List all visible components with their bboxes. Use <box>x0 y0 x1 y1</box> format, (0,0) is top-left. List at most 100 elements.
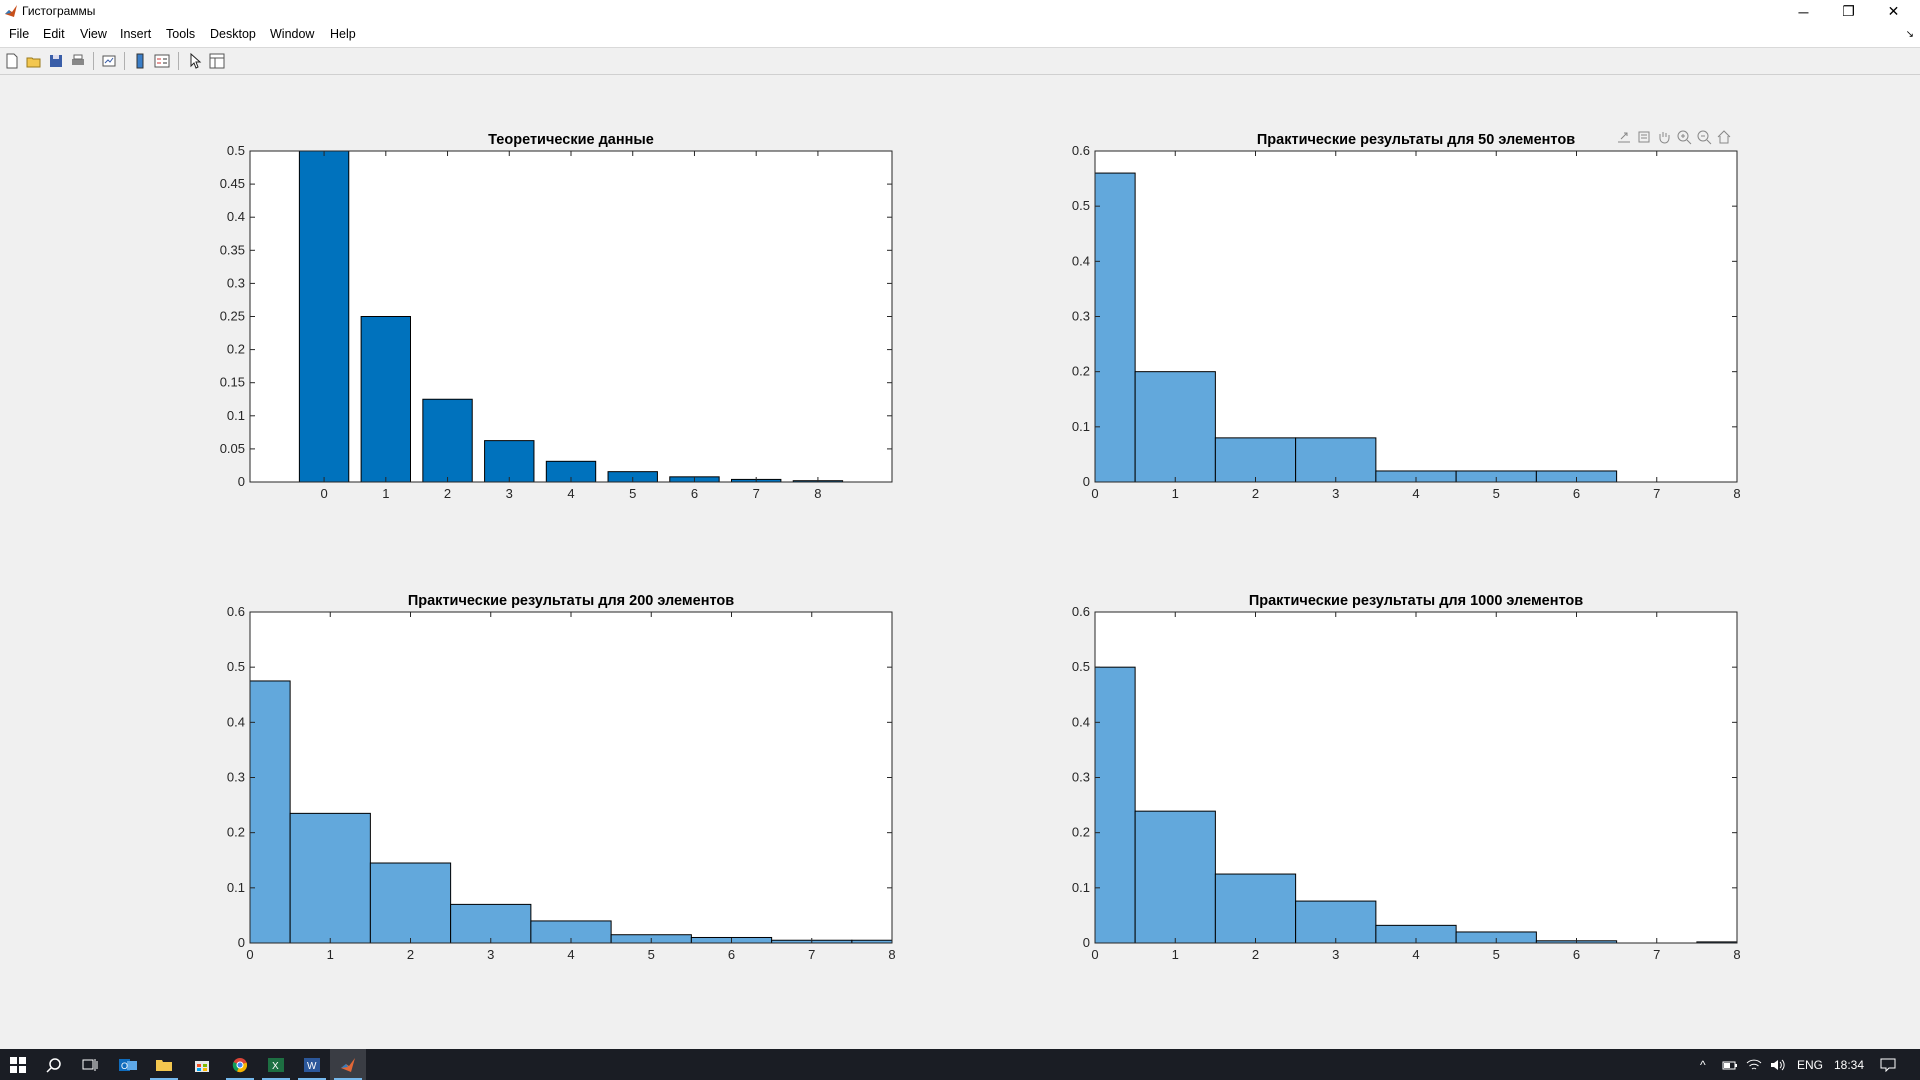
print-icon[interactable] <box>69 52 87 70</box>
zoom-in-icon[interactable] <box>1675 128 1693 146</box>
chart1-bar <box>360 316 412 483</box>
chart3-xtick-label: 2 <box>407 947 414 962</box>
chart3-xtick-label: 8 <box>888 947 895 962</box>
insert-colorbar-icon[interactable] <box>131 52 149 70</box>
chart1-xtick-label: 3 <box>506 486 513 501</box>
tray-notifications[interactable] <box>1880 1049 1896 1080</box>
title-bar: Гистограммы ─ ❐ ✕ <box>0 0 1920 23</box>
chart3-ytick-label: 0.5 <box>227 659 245 674</box>
svg-text:X: X <box>272 1061 279 1072</box>
chart1-xtick-label: 6 <box>691 486 698 501</box>
taskbar-app-matlab[interactable] <box>330 1049 366 1080</box>
search-icon <box>46 1057 61 1073</box>
chart1-xtick-label: 1 <box>382 486 389 501</box>
chart1-ytick-label: 0.5 <box>227 143 245 158</box>
chart1-plot-area <box>250 151 892 482</box>
chart3-xtick-label: 6 <box>728 947 735 962</box>
chart4-histogram-bar <box>1214 873 1297 944</box>
task-view-button[interactable] <box>72 1049 108 1080</box>
chart2-ytick-label: 0.4 <box>1072 253 1090 268</box>
taskbar-app-store[interactable] <box>184 1049 220 1080</box>
windows-taskbar: O X W ^ ENG 18:34 <box>0 1049 1920 1080</box>
store-icon <box>195 1060 209 1072</box>
chart2-xtick-label: 6 <box>1573 486 1580 501</box>
tray-battery[interactable] <box>1722 1049 1738 1080</box>
chart4-ytick-label: 0.5 <box>1072 659 1090 674</box>
start-button[interactable] <box>0 1049 36 1080</box>
dock-arrow-icon[interactable]: ↘ <box>1905 29 1914 40</box>
wifi-icon <box>1746 1059 1762 1069</box>
save-icon[interactable] <box>47 52 65 70</box>
chart3-histogram-bar <box>249 680 291 944</box>
tray-language[interactable]: ENG <box>1797 1057 1824 1072</box>
menu-file[interactable]: File <box>9 27 30 41</box>
running-indicator <box>334 1078 362 1080</box>
taskbar-app-outlook[interactable]: O <box>110 1049 146 1080</box>
menu-insert[interactable]: Insert <box>120 27 152 41</box>
chart4-xtick-label: 1 <box>1172 947 1179 962</box>
link-plot-icon[interactable] <box>100 52 118 70</box>
chart1-ytick-label: 0.05 <box>220 441 245 456</box>
running-indicator <box>262 1078 290 1080</box>
chart1-xtick-label: 4 <box>567 486 574 501</box>
taskbar-app-excel[interactable]: X <box>258 1049 294 1080</box>
tray-chevron[interactable]: ^ <box>1700 1049 1706 1080</box>
tray-clock[interactable]: 18:34 <box>1834 1057 1865 1072</box>
chart2-ytick-label: 0.3 <box>1072 309 1090 324</box>
open-file-icon[interactable] <box>25 52 43 70</box>
excel-icon: X <box>268 1057 284 1072</box>
chart2-histogram-bar <box>1134 371 1216 483</box>
chart4-xtick-label: 3 <box>1332 947 1339 962</box>
taskbar-app-chrome[interactable] <box>222 1049 258 1080</box>
chart4-ytick-label: 0 <box>1083 935 1090 950</box>
chart4-ytick-label: 0.4 <box>1072 714 1090 729</box>
tray-wifi[interactable] <box>1746 1049 1762 1080</box>
insert-legend-icon[interactable] <box>153 52 171 70</box>
taskbar-app-word[interactable]: W <box>294 1049 330 1080</box>
menu-window[interactable]: Window <box>270 27 315 41</box>
restore-button[interactable]: ❐ <box>1826 0 1871 23</box>
chart3-ytick-label: 0.4 <box>227 714 245 729</box>
chrome-icon <box>232 1057 248 1072</box>
menu-tools[interactable]: Tools <box>166 27 196 41</box>
plots-svg: 00.050.10.150.20.250.30.350.40.450.50 1 2 3… <box>220 132 1741 962</box>
chart1-bar <box>422 398 473 483</box>
chart1-ytick-label: 0.3 <box>227 275 245 290</box>
minimize-button[interactable]: ─ <box>1781 0 1826 23</box>
new-figure-icon[interactable] <box>3 52 21 70</box>
figure-canvas: 0 0.05 0.1 0.15 0.2 0.25 0.3 0.35 0.4 0.45 0.5 0 1 2 3… <box>0 75 1920 1049</box>
zoom-out-icon[interactable] <box>1695 128 1713 146</box>
chart2-xtick-label: 1 <box>1172 486 1179 501</box>
chart3-ytick-label: 0.6 <box>227 604 245 619</box>
property-inspector-icon[interactable] <box>208 52 226 70</box>
chart4-xtick-label: 2 <box>1252 947 1259 962</box>
export-icon[interactable] <box>1615 128 1633 146</box>
chart2-ytick-label: 0.2 <box>1072 364 1090 379</box>
chart4-histogram-bar <box>1295 900 1377 944</box>
home-icon[interactable] <box>1715 128 1733 146</box>
menu-help[interactable]: Help <box>330 27 356 41</box>
brush-icon[interactable] <box>1635 128 1653 146</box>
edit-plot-icon[interactable] <box>186 52 204 70</box>
word-icon: W <box>304 1057 320 1072</box>
chart2-xtick-label: 0 <box>1091 486 1098 501</box>
chart4-ytick-label: 0.3 <box>1072 770 1090 785</box>
chart4-ytick-label: 0.6 <box>1072 604 1090 619</box>
chart3-ytick-label: 0.2 <box>227 825 245 840</box>
search-button[interactable] <box>36 1049 72 1080</box>
chart1-ytick-label: 0.45 <box>220 176 245 191</box>
menu-view[interactable]: View <box>80 27 107 41</box>
pan-icon[interactable] <box>1655 128 1673 146</box>
close-button[interactable]: ✕ <box>1871 0 1916 23</box>
task-view-icon <box>82 1058 98 1071</box>
volume-icon <box>1771 1059 1785 1070</box>
taskbar-app-file-explorer[interactable] <box>146 1049 182 1080</box>
chart3-title: Практические результаты для 200 элементо… <box>408 593 734 609</box>
tray-volume[interactable] <box>1770 1049 1786 1080</box>
axes-toolbar <box>1615 128 1733 148</box>
chart3-xtick-label: 4 <box>567 947 574 962</box>
menu-edit[interactable]: Edit <box>43 27 65 41</box>
chart2-ytick-label: 0.6 <box>1072 143 1090 158</box>
file-explorer-icon <box>156 1059 172 1071</box>
menu-desktop[interactable]: Desktop <box>210 27 256 41</box>
